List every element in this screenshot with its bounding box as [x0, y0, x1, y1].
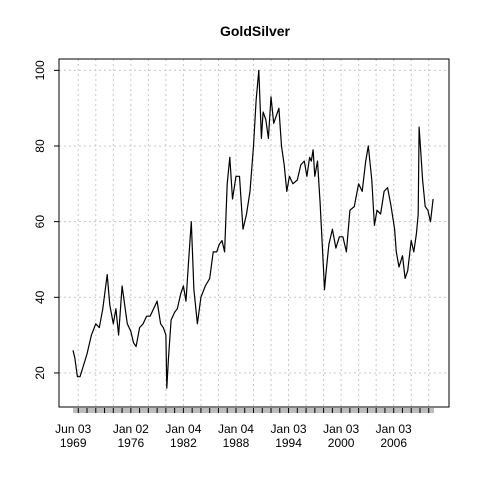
y-tick-label: 40 — [33, 290, 47, 304]
gridlines — [59, 59, 449, 407]
x-tick-label: Jan 03 — [271, 422, 307, 436]
y-tick-label: 100 — [33, 60, 47, 80]
x-tick-label: 2000 — [328, 436, 355, 450]
x-tick-label: Jan 03 — [376, 422, 412, 436]
series-layer — [72, 69, 434, 389]
x-tick-label: 1994 — [275, 436, 302, 450]
y-tick-label: 20 — [33, 366, 47, 380]
x-tick-label: Jun 03 — [55, 422, 91, 436]
series-line-0 — [72, 69, 434, 389]
x-tick-label: Jan 04 — [165, 422, 201, 436]
x-tick-label: Jan 03 — [323, 422, 359, 436]
chart-title: GoldSilver — [220, 23, 291, 39]
y-tick-label: 80 — [33, 139, 47, 153]
x-tick-label: Jan 04 — [218, 422, 254, 436]
x-tick-label: 1982 — [170, 436, 197, 450]
x-tick-label: 1969 — [60, 436, 87, 450]
y-tick-label: 60 — [33, 215, 47, 229]
x-tick-label: 2006 — [380, 436, 407, 450]
x-tick-label: Jan 02 — [113, 422, 149, 436]
plot-frame — [58, 58, 450, 408]
x-tick-label: 1988 — [223, 436, 250, 450]
x-tick-label: 1976 — [117, 436, 144, 450]
